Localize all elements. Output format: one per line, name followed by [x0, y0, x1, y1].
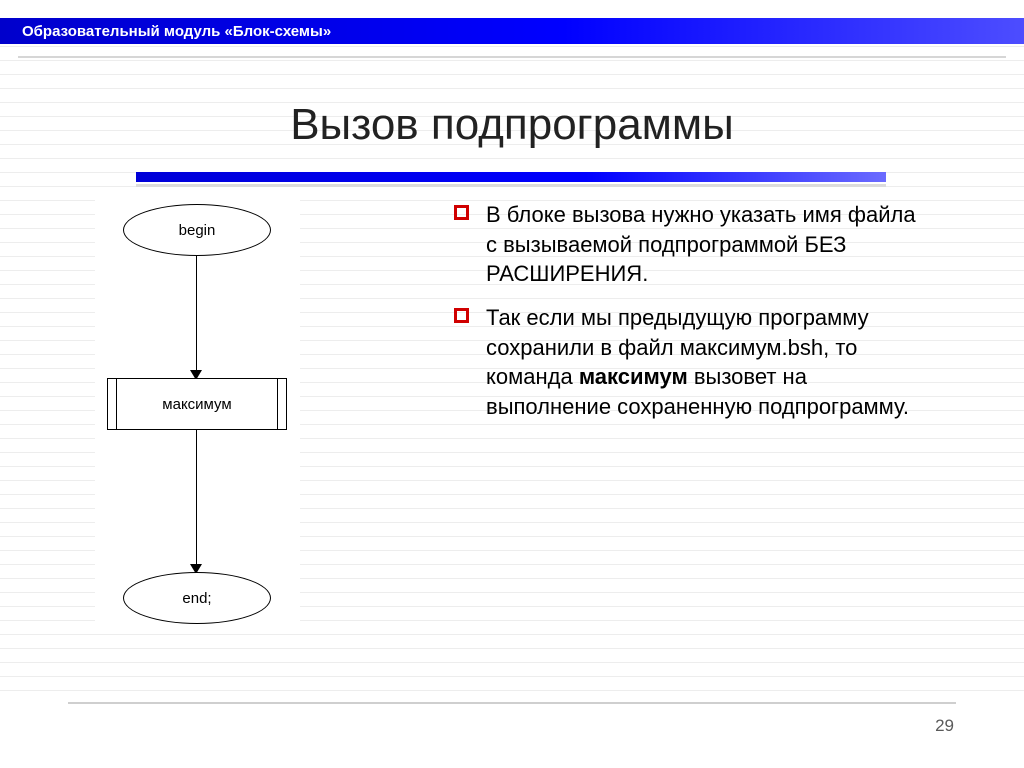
arrow-2-line	[196, 430, 197, 572]
flowchart: begin максимум end;	[95, 200, 300, 632]
footer-divider	[68, 702, 956, 704]
terminator-end: end;	[123, 572, 271, 624]
bullet-text-bold: максимум	[579, 364, 688, 389]
topbar-divider	[18, 56, 1006, 58]
bullet-item: В блоке вызова нужно указать имя файла с…	[450, 200, 920, 289]
bullet-text: В блоке вызова нужно указать имя файла с…	[486, 202, 916, 286]
subprocess-label: максимум	[162, 396, 231, 413]
subprocess-block: максимум	[107, 378, 287, 430]
title-underline	[136, 172, 886, 182]
bullet-item: Так если мы предыдущую программу сохрани…	[450, 303, 920, 422]
slide: Образовательный модуль «Блок-схемы» Вызо…	[0, 0, 1024, 768]
arrow-1-line	[196, 256, 197, 378]
module-title: Образовательный модуль «Блок-схемы»	[22, 23, 331, 40]
page-title: Вызов подпрограммы	[0, 100, 1024, 150]
topbar: Образовательный модуль «Блок-схемы»	[0, 18, 1024, 44]
bullet-square-icon	[454, 205, 469, 220]
terminator-begin: begin	[123, 204, 271, 256]
terminator-begin-label: begin	[179, 222, 216, 239]
page-number: 29	[935, 716, 954, 736]
bullet-square-icon	[454, 308, 469, 323]
terminator-end-label: end;	[182, 590, 211, 607]
bullet-list: В блоке вызова нужно указать имя файла с…	[450, 200, 920, 436]
